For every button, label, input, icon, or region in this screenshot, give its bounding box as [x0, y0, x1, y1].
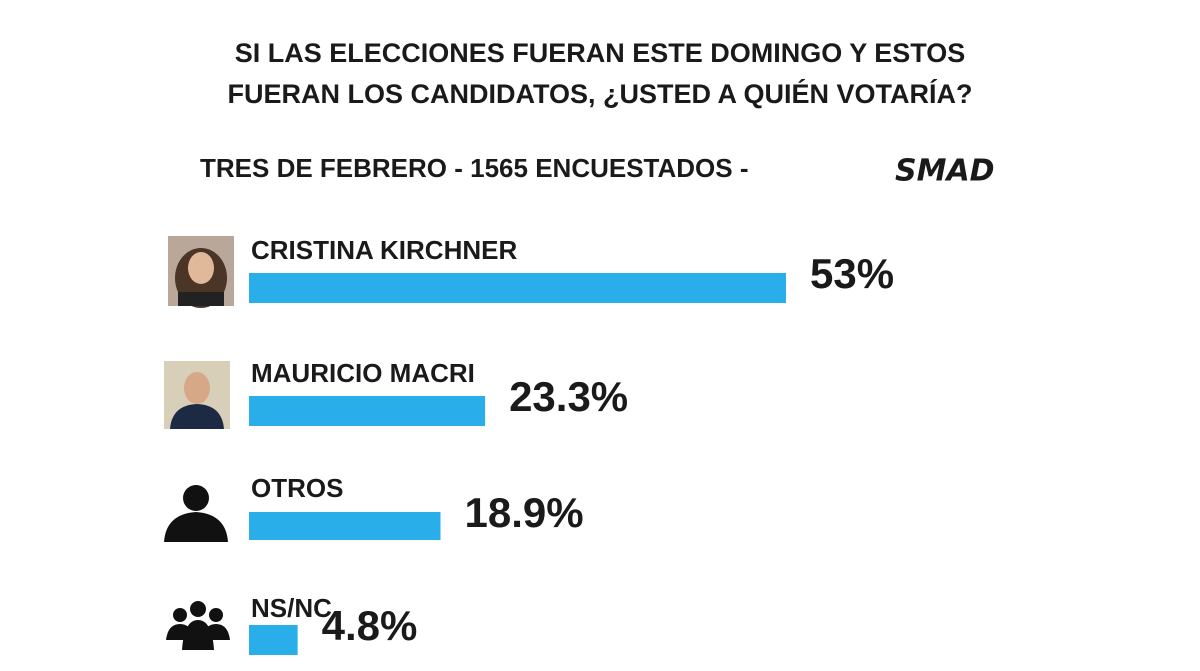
- portrait-icon: [168, 236, 234, 308]
- chart-title: FUERAN LOS CANDIDATOS, ¿USTED A QUIÉN VO…: [227, 78, 972, 109]
- value-label: 53%: [810, 250, 894, 297]
- logo: SMAD: [895, 154, 995, 189]
- subtitle: TRES DE FEBRERO - 1565 ENCUESTADOS -: [200, 153, 749, 183]
- bar: [249, 512, 441, 540]
- category-label: OTROS: [251, 473, 343, 503]
- chart-title: SI LAS ELECCIONES FUERAN ESTE DOMINGO Y …: [235, 38, 966, 68]
- group-icon: [166, 601, 230, 650]
- value-label: 18.9%: [464, 489, 583, 536]
- category-label: MAURICIO MACRI: [251, 358, 475, 388]
- bar: [249, 625, 298, 655]
- bar: [249, 273, 786, 303]
- bar: [249, 396, 486, 426]
- person-icon: [164, 485, 228, 542]
- value-label: 23.3%: [509, 373, 628, 420]
- portrait-icon: [164, 361, 230, 429]
- category-label: CRISTINA KIRCHNER: [251, 235, 517, 265]
- value-label: 4.8%: [322, 602, 418, 649]
- category-label: NS/NC: [251, 593, 332, 623]
